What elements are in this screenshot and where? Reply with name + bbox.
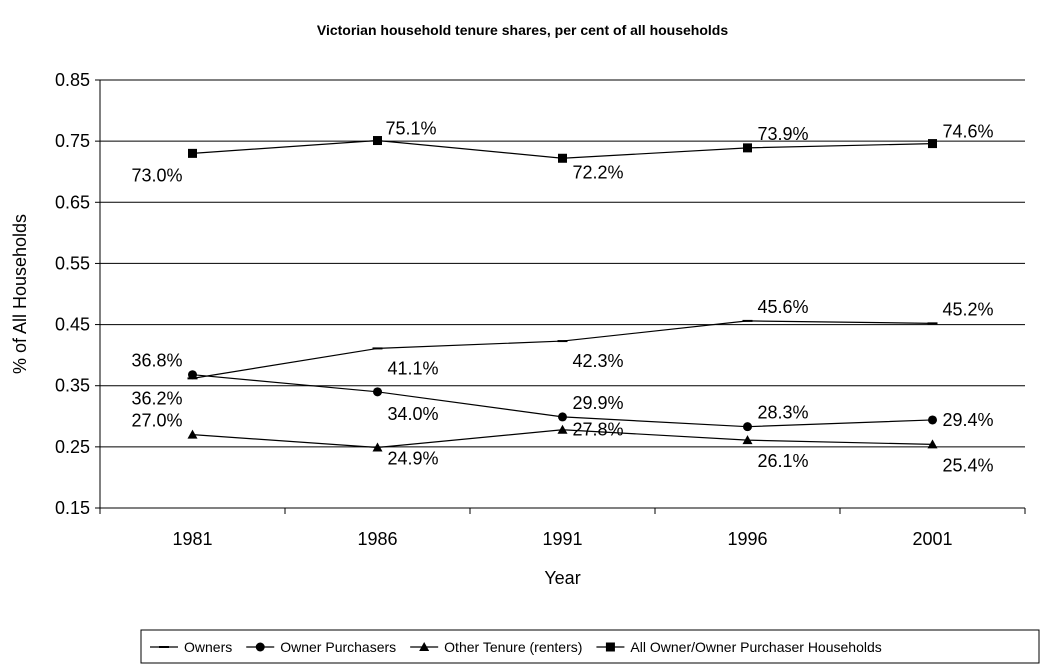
legend-label: All Owner/Owner Purchaser Households [630,639,881,655]
data-label: 45.2% [943,299,994,319]
x-tick-label: 1996 [727,529,767,549]
data-point [558,153,567,163]
data-point [188,148,197,158]
y-tick-label: 0.15 [55,498,90,518]
data-label: 24.9% [388,448,439,468]
data-label: 29.9% [573,393,624,413]
y-tick-label: 0.35 [55,376,90,396]
legend-marker [605,642,615,652]
data-point [558,412,567,422]
axis-layer: 0.15 0.25 0.35 0.45 0.55 0.65 0.75 0.85 1981 1986… [10,70,1026,588]
data-label: 73.0% [131,165,182,185]
data-point [373,387,382,397]
series-owners [187,319,938,380]
legend-label: Owner Purchasers [280,639,396,655]
data-label: 27.8% [573,420,624,440]
data-label: 75.1% [386,119,437,139]
chart-title: Victorian household tenure shares, per c… [316,22,729,38]
y-tick-label: 0.75 [55,131,90,151]
data-label: 25.4% [943,455,994,475]
data-label: 28.3% [758,403,809,423]
legend-marker [419,642,430,651]
legend-label: Owners [184,639,232,655]
data-point [372,442,383,452]
data-label: 74.6% [943,122,994,142]
x-axis-title: Year [544,568,580,588]
data-point [187,429,198,439]
y-tick-label: 0.65 [55,192,90,212]
y-tick-label: 0.55 [55,253,90,273]
data-point [743,422,752,432]
grid-layer [100,79,1025,448]
data-label: 41.1% [388,358,439,378]
data-point [928,139,937,149]
data-label: 29.4% [943,410,994,430]
y-tick-label: 0.45 [55,315,90,335]
label-layer: 36.2% 41.1% 42.3% 45.6% 45.2% 36.8% 34.0% 29.9%… [131,119,993,476]
x-tick-label: 2001 [912,529,952,549]
legend-box [140,629,1040,664]
y-axis-title: % of All Households [10,214,30,374]
data-point [742,435,753,445]
series-other-tenure-renters [187,424,938,452]
data-point [557,424,568,434]
data-point [188,370,197,380]
data-label: 34.0% [388,404,439,424]
series-layer [187,136,938,452]
data-point [373,136,382,146]
data-label: 26.1% [758,451,809,471]
data-label: 27.0% [131,411,182,431]
data-label: 36.8% [131,351,182,371]
legend-label: Other Tenure (renters) [444,639,582,655]
data-label: 73.9% [758,124,809,144]
data-label: 36.2% [131,388,182,408]
x-tick-label: 1991 [542,529,582,549]
data-label: 72.2% [573,162,624,182]
data-point [743,143,752,153]
data-point [928,415,937,425]
data-label: 45.6% [758,297,809,317]
series-owner-purchasers [188,370,937,432]
series-all-owner-owner-purchaser-households [188,136,937,163]
data-label: 42.3% [573,351,624,371]
series-line [192,320,933,379]
data-point [927,439,938,449]
y-tick-label: 0.85 [55,70,90,90]
y-tick-label: 0.25 [55,437,90,457]
x-tick-label: 1981 [172,529,212,549]
legend: Owners Owner Purchasers Other Tenure (rent… [140,629,1040,664]
legend-marker [255,642,265,652]
x-tick-label: 1986 [357,529,397,549]
